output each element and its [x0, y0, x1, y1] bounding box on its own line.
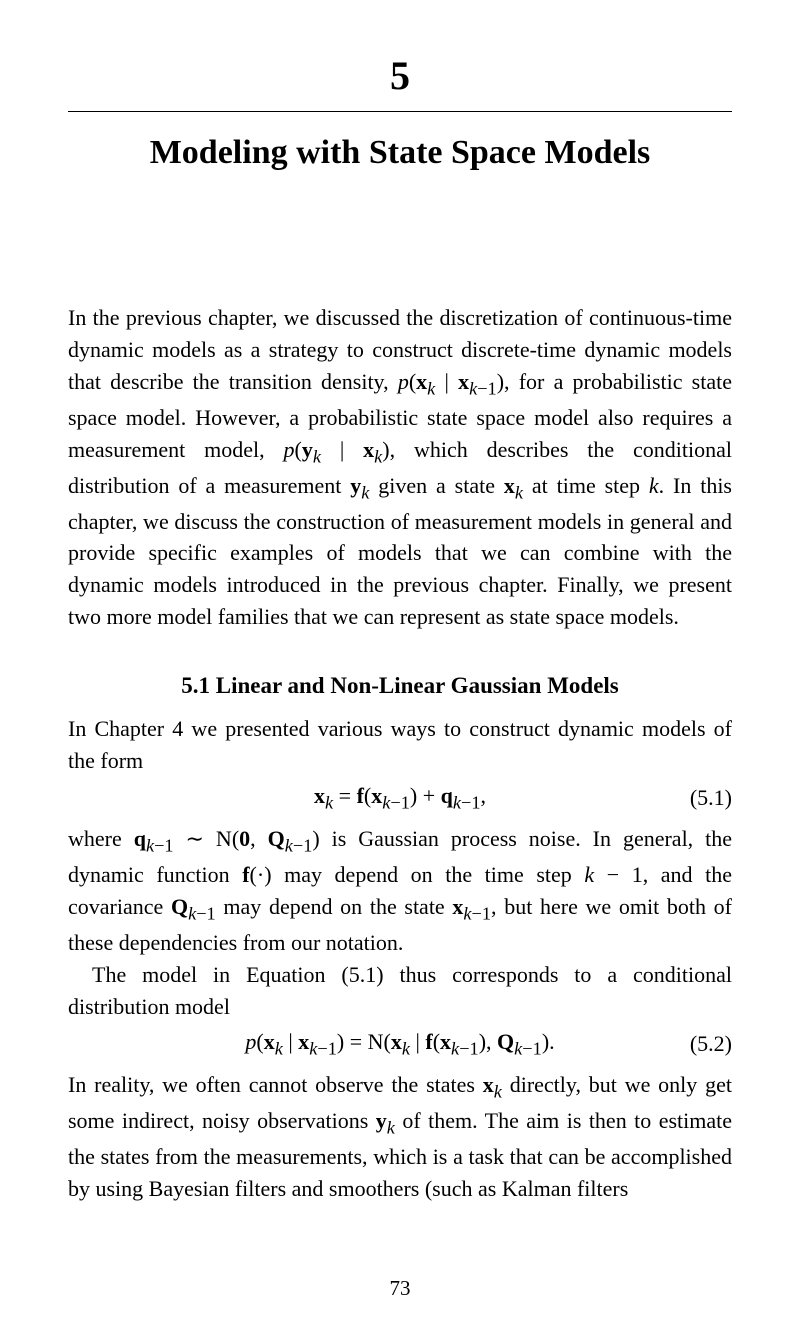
chapter-rule [68, 111, 732, 112]
equation-5-1-number: (5.1) [690, 785, 732, 810]
chapter-number: 5 [68, 52, 732, 99]
equation-5-2-content: p(xk | xk−1) = N(xk | f(xk−1), Qk−1). [245, 1029, 554, 1059]
section-heading: 5.1 Linear and Non-Linear Gaussian Model… [68, 673, 732, 699]
section-para-2: where qk−1 ∼ N(0, Qk−1) is Gaussian proc… [68, 823, 732, 959]
section-para-4: In reality, we often cannot observe the … [68, 1069, 732, 1205]
equation-5-2-number: (5.2) [690, 1031, 732, 1056]
section-para-1: In Chapter 4 we presented various ways t… [68, 713, 732, 777]
intro-paragraph: In the previous chapter, we discussed th… [68, 302, 732, 633]
equation-5-1: xk = f(xk−1) + qk−1, (5.1) [68, 783, 732, 813]
equation-5-1-content: xk = f(xk−1) + qk−1, [314, 783, 486, 813]
chapter-title: Modeling with State Space Models [68, 134, 732, 172]
equation-5-2: p(xk | xk−1) = N(xk | f(xk−1), Qk−1). (5… [68, 1029, 732, 1059]
page: 5 Modeling with State Space Models In th… [0, 0, 800, 1335]
section-para-3: The model in Equation (5.1) thus corresp… [68, 959, 732, 1023]
page-number: 73 [0, 1276, 800, 1301]
